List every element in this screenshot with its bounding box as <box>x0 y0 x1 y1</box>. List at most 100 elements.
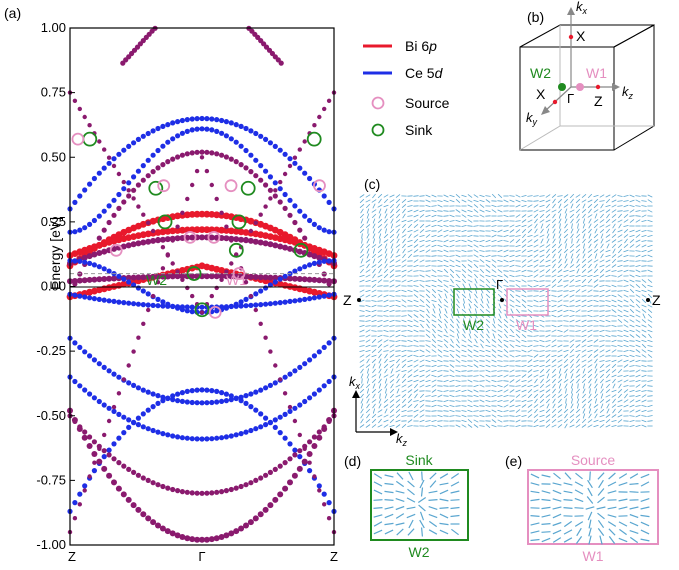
field-arrow <box>588 223 592 229</box>
field-arrow <box>629 404 635 408</box>
field-arrow <box>485 344 491 348</box>
field-arrow <box>371 424 377 428</box>
field-arrow <box>431 420 437 422</box>
field-arrow <box>467 234 473 238</box>
field-arrow <box>569 249 575 253</box>
field-arrow <box>395 408 401 414</box>
field-arrow <box>588 233 592 239</box>
field-arrow <box>479 244 485 248</box>
field-arrow <box>480 343 484 349</box>
band-dot <box>214 435 220 441</box>
band-dot <box>267 502 274 509</box>
field-arrow <box>437 359 443 363</box>
field-arrow <box>533 244 539 248</box>
band-dot <box>77 344 83 350</box>
field-arrow <box>557 304 563 308</box>
field-arrow <box>569 414 575 418</box>
field-arrow <box>515 224 521 228</box>
field-arrow <box>377 300 383 302</box>
field-arrow <box>366 233 370 239</box>
field-arrow <box>569 408 575 414</box>
field-arrow <box>485 379 491 383</box>
field-arrow <box>497 349 503 353</box>
field-arrow <box>605 295 611 297</box>
field-arrow <box>463 298 465 304</box>
field-arrow <box>437 245 443 247</box>
field-arrow <box>401 423 407 429</box>
field-arrow <box>617 379 623 383</box>
field-arrow <box>587 295 593 297</box>
field-arrow <box>534 378 538 384</box>
field-arrow <box>395 369 401 373</box>
field-arrow <box>623 389 629 393</box>
field-arrow <box>533 418 539 424</box>
field-arrow <box>468 333 472 339</box>
field-arrow <box>617 210 623 212</box>
band-dot <box>228 433 234 439</box>
field-arrow <box>515 229 521 233</box>
field-arrow <box>641 365 647 367</box>
field-arrow <box>546 228 550 234</box>
field-arrow <box>485 405 491 407</box>
zoom-arrow <box>552 537 562 543</box>
field-arrow <box>462 278 466 284</box>
field-arrow <box>612 378 616 384</box>
field-arrow <box>479 410 485 412</box>
band-dot <box>252 238 259 245</box>
source-markers <box>71 132 326 319</box>
field-arrow <box>503 365 509 367</box>
field-arrow <box>395 265 401 267</box>
field-arrow <box>527 275 533 277</box>
band-dot <box>145 302 151 308</box>
field-arrow <box>401 359 407 363</box>
field-arrow <box>587 424 593 428</box>
field-arrow <box>623 213 629 219</box>
field-arrow <box>359 264 365 268</box>
field-arrow <box>413 244 419 248</box>
field-arrow <box>473 410 479 412</box>
field-arrow <box>425 379 431 383</box>
field-arrow <box>491 259 497 263</box>
field-arrow <box>641 214 647 218</box>
band-dot <box>165 139 171 145</box>
band-dot <box>267 187 273 193</box>
band-dot <box>238 525 245 532</box>
field-arrow <box>413 383 419 389</box>
field-arrow <box>594 253 598 259</box>
field-arrow <box>515 254 521 258</box>
field-arrow <box>378 398 382 404</box>
field-arrow <box>485 239 491 243</box>
field-arrow <box>396 248 400 254</box>
field-arrow <box>479 360 485 362</box>
band-dot <box>101 248 108 255</box>
field-arrow <box>618 408 622 414</box>
field-arrow <box>372 238 376 244</box>
field-arrow <box>491 365 497 367</box>
field-arrow <box>611 275 617 277</box>
band-dot <box>326 417 333 423</box>
field-arrow <box>455 400 461 402</box>
band-dot <box>130 274 137 281</box>
band-dot <box>218 534 225 540</box>
zoom-arrow <box>619 528 627 536</box>
field-arrow <box>467 424 473 428</box>
field-arrow <box>419 359 425 363</box>
field-arrow <box>425 298 431 304</box>
field-arrow <box>605 418 611 424</box>
field-arrow <box>647 415 653 417</box>
z-right-point <box>646 298 650 302</box>
band-dot <box>165 159 171 165</box>
field-arrow <box>509 379 515 383</box>
band-dot <box>326 516 332 521</box>
band-dot <box>214 399 220 405</box>
band-dot <box>150 427 156 434</box>
field-arrow <box>425 355 431 357</box>
field-arrow <box>450 278 454 284</box>
field-arrow <box>389 274 395 278</box>
field-arrow <box>570 228 574 234</box>
field-arrow <box>383 299 389 303</box>
field-arrow <box>503 404 509 408</box>
field-arrow <box>461 405 467 407</box>
y-tick-label: 0.75 <box>41 85 66 100</box>
band-dot <box>179 489 185 495</box>
